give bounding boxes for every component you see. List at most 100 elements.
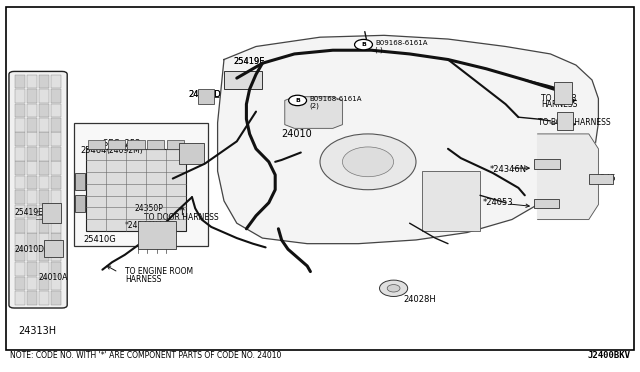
Bar (38, 89, 49, 103)
Text: 24313H: 24313H (18, 326, 56, 336)
Text: 24010: 24010 (282, 129, 312, 139)
Bar (75, 173, 85, 190)
Text: 24010D: 24010D (189, 90, 221, 99)
Bar (27, 190, 37, 204)
Polygon shape (538, 134, 598, 219)
Bar (38, 248, 49, 262)
Bar (51, 190, 61, 204)
Bar (15, 262, 26, 276)
Text: TO ENGINE ROOM: TO ENGINE ROOM (125, 267, 193, 276)
Bar (179, 143, 204, 164)
Bar (51, 132, 61, 146)
Bar (38, 190, 49, 204)
Bar (198, 89, 214, 104)
Text: ( ): ( ) (375, 46, 383, 53)
Bar (38, 75, 49, 89)
Bar (15, 103, 26, 117)
Bar (51, 176, 61, 189)
Bar (15, 205, 26, 218)
Bar (27, 291, 37, 305)
Bar (127, 140, 145, 149)
Bar (44, 240, 63, 257)
Bar (38, 291, 49, 305)
Bar (88, 140, 105, 149)
Text: 25419EA: 25419EA (15, 208, 49, 217)
Text: *24346NA: *24346NA (125, 221, 164, 230)
Text: J2400BKV: J2400BKV (588, 351, 630, 360)
Bar (422, 171, 480, 231)
Text: *24345: *24345 (586, 174, 616, 183)
Bar (27, 89, 37, 103)
Bar (51, 75, 61, 89)
Bar (557, 112, 573, 130)
Text: 24350P: 24350P (134, 204, 163, 213)
Bar (51, 161, 61, 175)
Bar (27, 161, 37, 175)
Text: (24092M): (24092M) (106, 146, 143, 155)
Bar (51, 276, 61, 290)
Text: *24346N: *24346N (490, 165, 527, 174)
Bar (15, 75, 26, 89)
Bar (15, 219, 26, 232)
Text: 24010D: 24010D (189, 90, 221, 99)
Bar (167, 140, 184, 149)
Bar (27, 176, 37, 189)
Bar (534, 199, 559, 208)
Bar (75, 195, 85, 212)
Text: 25410G: 25410G (83, 235, 116, 244)
Bar (27, 147, 37, 161)
Text: 25419E: 25419E (234, 57, 265, 66)
Bar (38, 161, 49, 175)
Text: B09168-6161A: B09168-6161A (375, 40, 428, 46)
Bar (38, 103, 49, 117)
Bar (51, 118, 61, 132)
Text: *24053: *24053 (483, 198, 514, 207)
Bar (27, 248, 37, 262)
Bar (38, 118, 49, 132)
Polygon shape (285, 97, 342, 128)
Bar (27, 103, 37, 117)
Bar (51, 262, 61, 276)
Text: B: B (295, 98, 300, 103)
Bar (224, 71, 262, 89)
Bar (15, 233, 26, 247)
Bar (15, 276, 26, 290)
Bar (38, 262, 49, 276)
Bar (589, 174, 613, 184)
Bar (27, 233, 37, 247)
Text: NOTE: CODE NO. WITH '*' ARE COMPONENT PARTS OF CODE NO. 24010: NOTE: CODE NO. WITH '*' ARE COMPONENT PA… (10, 351, 281, 360)
Bar (554, 82, 572, 104)
Circle shape (387, 285, 400, 292)
Circle shape (320, 134, 416, 190)
Text: 25419E: 25419E (234, 57, 265, 66)
Text: 24028H: 24028H (403, 295, 436, 304)
Bar (38, 176, 49, 189)
Text: 24010DA: 24010DA (15, 245, 50, 254)
Bar (51, 233, 61, 247)
Bar (38, 219, 49, 232)
Bar (15, 118, 26, 132)
Text: 25464: 25464 (80, 146, 106, 155)
Bar (15, 190, 26, 204)
Text: 24010A: 24010A (38, 273, 68, 282)
Bar (38, 205, 49, 218)
FancyBboxPatch shape (9, 71, 67, 308)
Circle shape (355, 39, 372, 50)
Bar (15, 291, 26, 305)
Bar (15, 248, 26, 262)
Bar (15, 89, 26, 103)
Text: HARNESS: HARNESS (541, 100, 577, 109)
Bar (27, 75, 37, 89)
Bar (138, 221, 176, 249)
Bar (51, 248, 61, 262)
Bar (51, 205, 61, 218)
Bar (27, 276, 37, 290)
Circle shape (289, 95, 307, 106)
Bar (27, 132, 37, 146)
Text: TO BODY HARNESS: TO BODY HARNESS (538, 118, 610, 127)
Bar (51, 147, 61, 161)
Circle shape (342, 147, 394, 177)
Polygon shape (218, 35, 598, 244)
Bar (27, 205, 37, 218)
Text: 24010B: 24010B (144, 228, 173, 237)
